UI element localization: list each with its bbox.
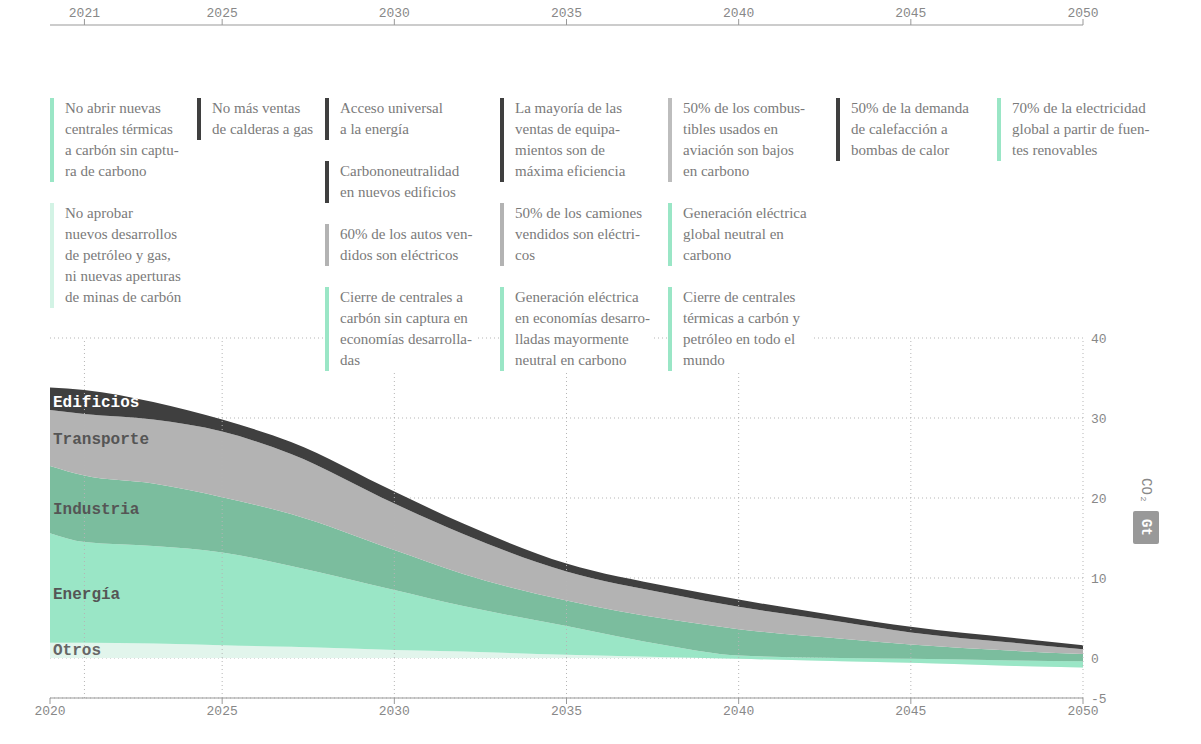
svg-text:2050: 2050 — [1067, 704, 1099, 720]
html-text:das: das — [340, 352, 360, 368]
html-text:en carbono: en carbono — [683, 163, 750, 179]
html-text:global a partir de fuen-: global a partir de fuen- — [1012, 121, 1150, 137]
html-text:de petróleo y gas,: de petróleo y gas, — [65, 247, 171, 263]
html-text:en economías desarro-: en economías desarro- — [515, 310, 650, 326]
html-text:a carbón sin captu-: a carbón sin captu- — [65, 142, 179, 158]
html-text:global neutral en: global neutral en — [683, 226, 784, 242]
html-text:en nuevos edificios: en nuevos edificios — [340, 184, 456, 200]
html-text:tes renovables: tes renovables — [1012, 142, 1098, 158]
svg-text:2045: 2045 — [895, 704, 926, 719]
html-text:Transporte: Transporte — [53, 431, 149, 449]
html-text:máxima eficiencia: máxima eficiencia — [515, 163, 626, 179]
html-text:Cierre de centrales a: Cierre de centrales a — [340, 289, 463, 305]
svg-text:20: 20 — [1091, 492, 1107, 507]
html-text:No aprobar: No aprobar — [65, 205, 133, 221]
html-text:No abrir nuevas: No abrir nuevas — [65, 100, 161, 116]
html-text:Gt: Gt — [1138, 519, 1154, 536]
html-text:No más ventas: No más ventas — [212, 100, 301, 116]
svg-text:2030: 2030 — [379, 704, 410, 719]
svg-text:2021: 2021 — [69, 6, 100, 21]
html-text:cos: cos — [515, 247, 535, 263]
svg-text:40: 40 — [1091, 332, 1107, 347]
svg-text:2040: 2040 — [723, 704, 754, 719]
svg-text:2050: 2050 — [1067, 6, 1098, 21]
html-text:aviación son bajos: aviación son bajos — [683, 142, 794, 158]
html-text:La mayoría de las: La mayoría de las — [515, 100, 622, 116]
html-text:a la energía: a la energía — [340, 121, 409, 137]
svg-text:30: 30 — [1091, 412, 1107, 427]
html-text:ra de carbono: ra de carbono — [65, 163, 147, 179]
html-text:vendidos son eléctri-: vendidos son eléctri- — [515, 226, 640, 242]
html-text:de calefacción a: de calefacción a — [851, 121, 948, 137]
html-text:térmicas a carbón y: térmicas a carbón y — [683, 310, 800, 326]
html-text:nuevos desarrollos: nuevos desarrollos — [65, 226, 178, 242]
svg-text:2040: 2040 — [723, 6, 754, 21]
html-text:CO₂: CO₂ — [1138, 478, 1154, 504]
svg-text:2045: 2045 — [895, 6, 926, 21]
html-text:ni nuevas aperturas: ni nuevas aperturas — [65, 268, 181, 284]
html-text:Energía: Energía — [53, 586, 121, 604]
html-text:ventas de equipa-: ventas de equipa- — [515, 121, 620, 137]
svg-text:10: 10 — [1091, 572, 1107, 587]
html-text:de calderas a gas: de calderas a gas — [212, 121, 314, 137]
html-text:didos son eléctricos: didos son eléctricos — [340, 247, 459, 263]
html-text:Cierre de centrales: Cierre de centrales — [683, 289, 796, 305]
html-text:Generación eléctrica: Generación eléctrica — [683, 205, 807, 221]
html-text:centrales térmicas: centrales térmicas — [65, 121, 173, 137]
html-text:50% de los combus-: 50% de los combus- — [683, 100, 806, 116]
svg-text:2035: 2035 — [551, 6, 582, 21]
svg-text:2025: 2025 — [207, 6, 238, 21]
html-text:60% de los autos ven-: 60% de los autos ven- — [340, 226, 473, 242]
html-text:70% de la electricidad: 70% de la electricidad — [1012, 100, 1146, 116]
svg-text:-5: -5 — [1091, 692, 1107, 707]
html-text:Edificios: Edificios — [53, 394, 140, 412]
svg-text:2020: 2020 — [34, 704, 65, 719]
svg-text:2035: 2035 — [551, 704, 582, 719]
html-text:mientos son de: mientos son de — [515, 142, 605, 158]
html-text:neutral en carbono: neutral en carbono — [515, 352, 627, 368]
html-text:economías desarrolla-: economías desarrolla- — [340, 331, 472, 347]
html-text:de minas de carbón: de minas de carbón — [65, 289, 182, 305]
html-text:Industria: Industria — [53, 501, 140, 519]
svg-text:2025: 2025 — [207, 704, 238, 719]
svg-text:2030: 2030 — [379, 6, 410, 21]
html-text:bombas de calor: bombas de calor — [851, 142, 950, 158]
html-text:Otros: Otros — [53, 642, 101, 660]
html-text:petróleo en todo el: petróleo en todo el — [683, 331, 795, 347]
svg-text:0: 0 — [1091, 652, 1099, 667]
html-text:Generación eléctrica: Generación eléctrica — [515, 289, 639, 305]
html-text:Acceso universal: Acceso universal — [340, 100, 443, 116]
html-text:tibles usados en: tibles usados en — [683, 121, 778, 137]
html-text:50% de la demanda: 50% de la demanda — [851, 100, 969, 116]
html-text:carbón sin captura en: carbón sin captura en — [340, 310, 468, 326]
html-text:carbono: carbono — [683, 247, 732, 263]
html-text:lladas mayormente: lladas mayormente — [515, 331, 629, 347]
html-text:50% de los camiones: 50% de los camiones — [515, 205, 643, 221]
html-text:mundo: mundo — [683, 352, 725, 368]
html-text:Carbononeutralidad: Carbononeutralidad — [340, 163, 460, 179]
